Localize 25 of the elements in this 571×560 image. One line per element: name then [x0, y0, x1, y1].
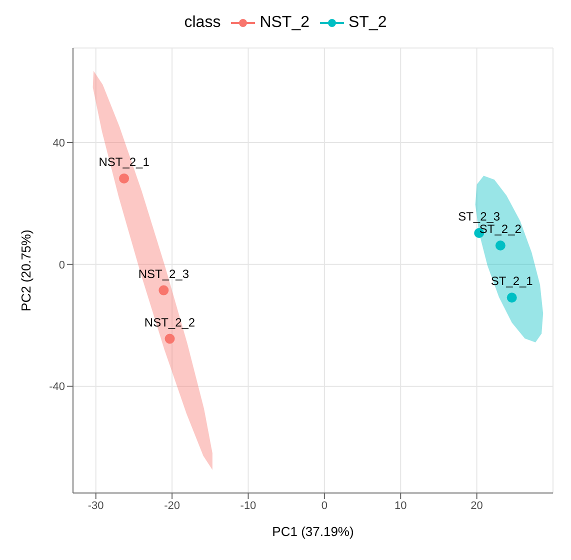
data-label: ST_2_3 [458, 209, 500, 224]
x-axis-title: PC1 (37.19%) [272, 524, 354, 539]
legend-label: ST_2 [348, 14, 387, 32]
x-tick-label: -20 [164, 500, 180, 512]
point [158, 285, 169, 296]
x-tick-label: 10 [394, 500, 407, 512]
data-label: ST_2_2 [479, 222, 522, 236]
point [495, 240, 506, 251]
data-label: NST_2_1 [98, 154, 150, 169]
x-tick-label: 20 [470, 500, 483, 512]
data-label: NST_2_3 [138, 266, 190, 281]
y-tick-label: 0 [58, 259, 65, 272]
y-axis-title: PC2 (20.75%) [18, 230, 34, 312]
legend-label: NST_2 [260, 14, 310, 32]
point [506, 292, 517, 303]
legend-title: class [184, 14, 221, 32]
point [164, 334, 175, 344]
point [119, 173, 130, 184]
data-label: NST_2_2 [144, 315, 196, 330]
y-tick-label: 40 [52, 137, 65, 150]
x-tick-label: 0 [321, 500, 328, 512]
x-tick-label: -10 [240, 500, 256, 512]
data-label: ST_2_1 [490, 274, 534, 288]
x-tick-label: -30 [88, 500, 104, 512]
y-tick-label: -40 [49, 381, 65, 394]
